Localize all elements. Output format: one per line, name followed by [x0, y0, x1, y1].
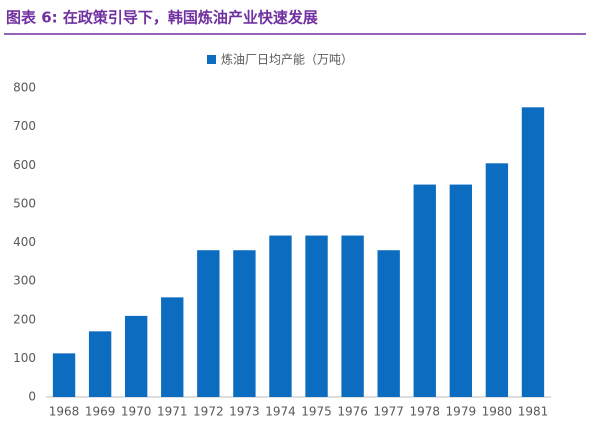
y-tick-label: 200 — [13, 312, 36, 326]
x-tick-label: 1978 — [409, 405, 440, 419]
bar — [269, 235, 292, 397]
bar — [485, 163, 509, 397]
x-tick-label: 1975 — [301, 405, 332, 419]
x-tick-label: 1977 — [373, 405, 404, 419]
y-tick-label: 400 — [13, 235, 36, 249]
x-tick-label: 1968 — [49, 405, 80, 419]
y-tick-label: 300 — [13, 274, 36, 288]
bar — [124, 315, 148, 397]
x-tick-label: 1970 — [121, 405, 152, 419]
x-tick-label: 1972 — [193, 405, 224, 419]
bar — [305, 235, 328, 397]
bar — [377, 250, 400, 397]
x-tick-label: 1973 — [229, 405, 260, 419]
bar — [449, 184, 473, 397]
x-tick-label: 1981 — [518, 405, 549, 419]
y-tick-label: 100 — [13, 351, 36, 365]
bar — [88, 331, 112, 397]
y-tick-label: 600 — [13, 158, 36, 172]
x-tick-label: 1971 — [157, 405, 188, 419]
bar — [413, 184, 436, 397]
bar — [197, 250, 220, 397]
legend-swatch — [207, 55, 216, 64]
x-tick-label: 1976 — [337, 405, 368, 419]
x-tick-label: 1974 — [265, 405, 296, 419]
y-tick-label: 700 — [13, 119, 36, 133]
y-tick-label: 800 — [13, 81, 36, 95]
chart-title: 图表 6: 在政策引导下，韩国炼油产业快速发展 — [6, 9, 318, 27]
x-tick-label: 1969 — [85, 405, 116, 419]
bar — [161, 297, 184, 397]
y-tick-label: 500 — [13, 196, 36, 210]
bar — [341, 235, 364, 397]
x-tick-label: 1980 — [482, 405, 513, 419]
legend-label: 炼油厂日均产能（万吨） — [221, 52, 353, 67]
bar — [233, 250, 256, 397]
bar — [52, 353, 76, 397]
x-tick-label: 1979 — [446, 405, 477, 419]
y-tick-label: 0 — [28, 390, 36, 404]
bar — [521, 107, 545, 397]
